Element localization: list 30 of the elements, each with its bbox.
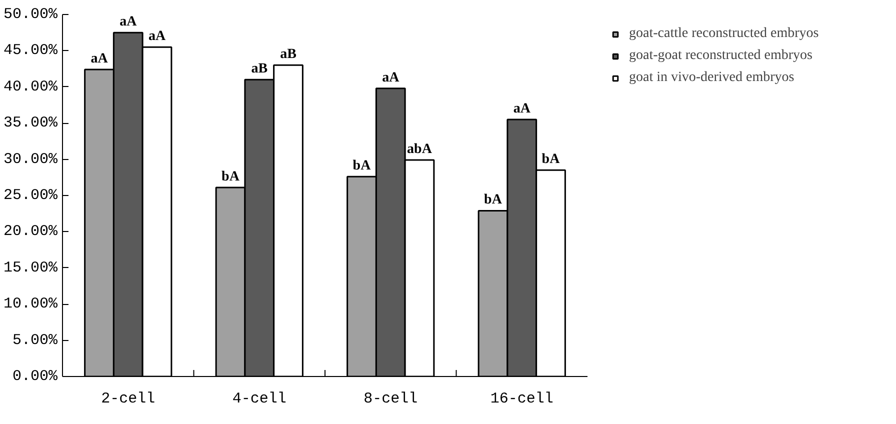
data-label: bA bbox=[222, 170, 240, 185]
y-tick-label: 45.00% bbox=[3, 42, 58, 60]
legend-label: goat-goat reconstructed embryos bbox=[629, 48, 812, 64]
data-label: bA bbox=[352, 158, 372, 174]
x-tick-label: 8-cell bbox=[364, 390, 418, 408]
y-tick-label: 20.00% bbox=[3, 223, 58, 240]
data-label: aA bbox=[148, 29, 166, 44]
y-tick-label: 25.00% bbox=[3, 187, 58, 204]
legend-label: goat-cattle reconstructed embryos bbox=[629, 26, 819, 42]
data-label: aA bbox=[382, 70, 400, 86]
x-tick-label: 4-cell bbox=[232, 390, 286, 408]
data-label: aA bbox=[120, 14, 138, 30]
y-tick-label: 10.00% bbox=[3, 296, 58, 313]
y-tick-label: 40.00% bbox=[3, 78, 58, 96]
data-label: bA bbox=[484, 192, 503, 208]
y-tick-label: 50.00% bbox=[3, 6, 58, 23]
x-tick-label: 16-cell bbox=[490, 390, 554, 408]
data-label: aB bbox=[280, 47, 296, 62]
data-label: aA bbox=[90, 52, 109, 67]
y-tick-label: 35.00% bbox=[3, 114, 58, 132]
data-label: abA bbox=[407, 142, 433, 158]
data-label: aB bbox=[251, 62, 268, 77]
legend-label: goat in vivo-derived embryos bbox=[629, 70, 794, 86]
data-label: aA bbox=[513, 101, 532, 116]
y-tick-label: 15.00% bbox=[3, 259, 58, 276]
data-label: bA bbox=[542, 152, 561, 168]
y-tick-label: 0.00% bbox=[12, 368, 58, 385]
y-tick-label: 5.00% bbox=[12, 332, 58, 349]
y-tick-label: 30.00% bbox=[3, 150, 58, 168]
x-tick-label: 2-cell bbox=[101, 390, 156, 408]
